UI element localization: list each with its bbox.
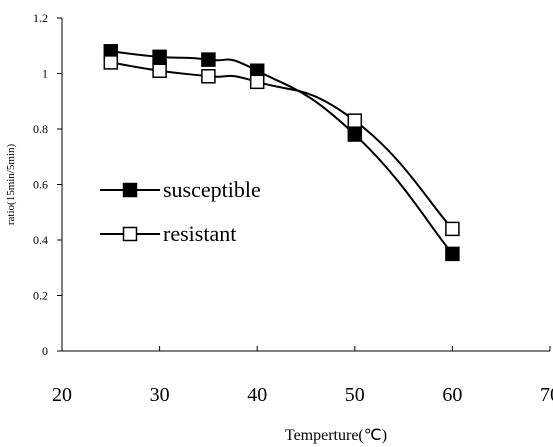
data-point-resistant: [201, 69, 216, 84]
data-point-susceptible: [201, 52, 216, 67]
series-line-resistant: [110, 61, 454, 230]
y-tick-label: 0: [42, 344, 48, 358]
series-layer: [103, 44, 460, 262]
data-point-susceptible: [347, 127, 363, 142]
data-point-susceptible: [152, 49, 167, 65]
legend: susceptible resistant: [100, 177, 261, 246]
x-ticks: 20 30 40 50 60 70: [52, 346, 553, 406]
x-tick-label: 50: [345, 384, 365, 406]
data-point-susceptible: [445, 246, 460, 262]
data-point-resistant: [152, 63, 167, 78]
x-tick-label: 40: [247, 384, 267, 406]
x-tick-label: 30: [150, 384, 170, 406]
legend-marker-susceptible: [122, 182, 138, 198]
x-tick-label: 60: [442, 384, 462, 406]
y-tick-label: 0.2: [33, 289, 48, 303]
y-tick-label: 1: [42, 67, 48, 81]
legend-label-susceptible: susceptible: [163, 177, 261, 202]
legend-marker-resistant: [122, 226, 138, 242]
x-tick-label: 20: [52, 384, 72, 406]
data-point-resistant: [445, 221, 460, 237]
y-tick-label: 0.6: [33, 178, 48, 192]
data-point-resistant: [249, 74, 265, 90]
data-point-resistant: [347, 113, 363, 128]
y-ticks: 0 0.2 0.4 0.6 0.8 1 1.2: [33, 11, 62, 358]
x-tick-label: 70: [540, 384, 553, 406]
y-tick-label: 0.4: [33, 233, 48, 247]
x-axis-label: Temperture(℃): [285, 427, 387, 444]
y-tick-label: 1.2: [33, 11, 48, 25]
y-axis-label: ratio(15min/5min): [5, 144, 17, 226]
y-tick-label: 0.8: [33, 122, 48, 136]
legend-label-resistant: resistant: [163, 221, 236, 246]
data-point-resistant: [103, 55, 119, 70]
